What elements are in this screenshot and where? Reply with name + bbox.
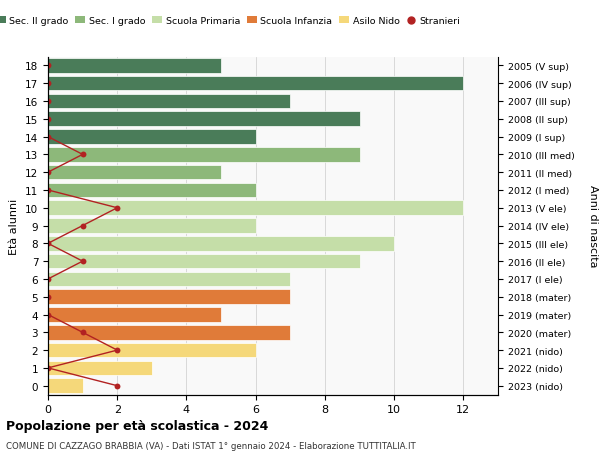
Text: COMUNE DI CAZZAGO BRABBIA (VA) - Dati ISTAT 1° gennaio 2024 - Elaborazione TUTTI: COMUNE DI CAZZAGO BRABBIA (VA) - Dati IS… bbox=[6, 441, 416, 450]
Point bbox=[43, 187, 53, 194]
Point bbox=[43, 80, 53, 88]
Bar bbox=[48, 325, 290, 340]
Point bbox=[112, 347, 122, 354]
Bar bbox=[48, 59, 221, 73]
Bar bbox=[48, 130, 256, 145]
Bar bbox=[48, 272, 290, 286]
Point bbox=[78, 329, 88, 336]
Bar bbox=[48, 219, 256, 233]
Point bbox=[43, 116, 53, 123]
Point bbox=[112, 382, 122, 390]
Point bbox=[43, 293, 53, 301]
Bar bbox=[48, 148, 359, 162]
Bar bbox=[48, 112, 359, 127]
Y-axis label: Anni di nascita: Anni di nascita bbox=[589, 185, 598, 267]
Point bbox=[43, 276, 53, 283]
Bar bbox=[48, 201, 463, 216]
Point bbox=[78, 222, 88, 230]
Point bbox=[43, 240, 53, 247]
Point bbox=[43, 311, 53, 319]
Bar bbox=[48, 343, 256, 358]
Point bbox=[78, 151, 88, 159]
Y-axis label: Età alunni: Età alunni bbox=[10, 198, 19, 254]
Point bbox=[43, 62, 53, 70]
Legend: Sec. II grado, Sec. I grado, Scuola Primaria, Scuola Infanzia, Asilo Nido, Stran: Sec. II grado, Sec. I grado, Scuola Prim… bbox=[0, 13, 464, 30]
Point bbox=[78, 258, 88, 265]
Bar bbox=[48, 361, 152, 375]
Bar bbox=[48, 183, 256, 198]
Point bbox=[112, 205, 122, 212]
Point bbox=[43, 134, 53, 141]
Bar bbox=[48, 166, 221, 180]
Bar bbox=[48, 254, 359, 269]
Point bbox=[43, 364, 53, 372]
Bar bbox=[48, 308, 221, 322]
Bar bbox=[48, 379, 83, 393]
Text: Popolazione per età scolastica - 2024: Popolazione per età scolastica - 2024 bbox=[6, 419, 268, 431]
Bar bbox=[48, 95, 290, 109]
Point bbox=[43, 169, 53, 176]
Bar bbox=[48, 236, 394, 251]
Bar bbox=[48, 77, 463, 91]
Point bbox=[43, 98, 53, 106]
Bar bbox=[48, 290, 290, 304]
